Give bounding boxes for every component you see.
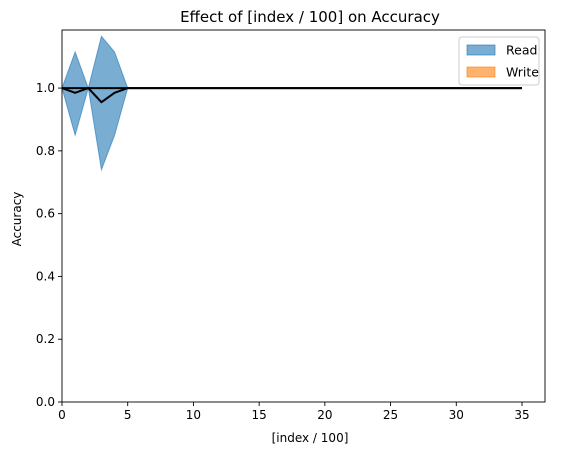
plot-frame <box>61 29 546 403</box>
legend-swatch-write <box>466 66 496 78</box>
y-axis-ticks: 0.0 0.2 0.4 0.6 0.8 1.0 <box>36 81 62 409</box>
x-tick-label: 0 <box>58 408 66 422</box>
y-axis-label: Accuracy <box>10 192 24 247</box>
y-tick-label: 0.6 <box>36 207 55 221</box>
x-tick-label: 10 <box>186 408 201 422</box>
x-tick-label: 30 <box>449 408 464 422</box>
legend-label-write: Write <box>506 65 539 80</box>
x-tick-label: 25 <box>383 408 398 422</box>
y-tick-label: 0.8 <box>36 144 55 158</box>
x-tick-label: 35 <box>514 408 529 422</box>
mean-lines <box>61 86 522 104</box>
x-tick-label: 20 <box>317 408 332 422</box>
chart-title: Effect of [index / 100] on Accuracy <box>180 8 440 26</box>
y-tick-label: 0.4 <box>36 269 55 283</box>
x-tick-label: 5 <box>124 408 132 422</box>
legend-label-read: Read <box>506 43 537 58</box>
y-tick-label: 0.2 <box>36 332 55 346</box>
y-tick-label: 0.0 <box>36 395 55 409</box>
legend: Read Write <box>458 36 540 86</box>
x-axis-label: [index / 100] <box>272 431 349 445</box>
x-tick-label: 15 <box>252 408 267 422</box>
y-tick-label: 1.0 <box>36 81 55 95</box>
x-axis-ticks: 0 5 10 15 20 25 30 35 <box>58 402 530 422</box>
legend-swatch-read <box>466 44 496 56</box>
